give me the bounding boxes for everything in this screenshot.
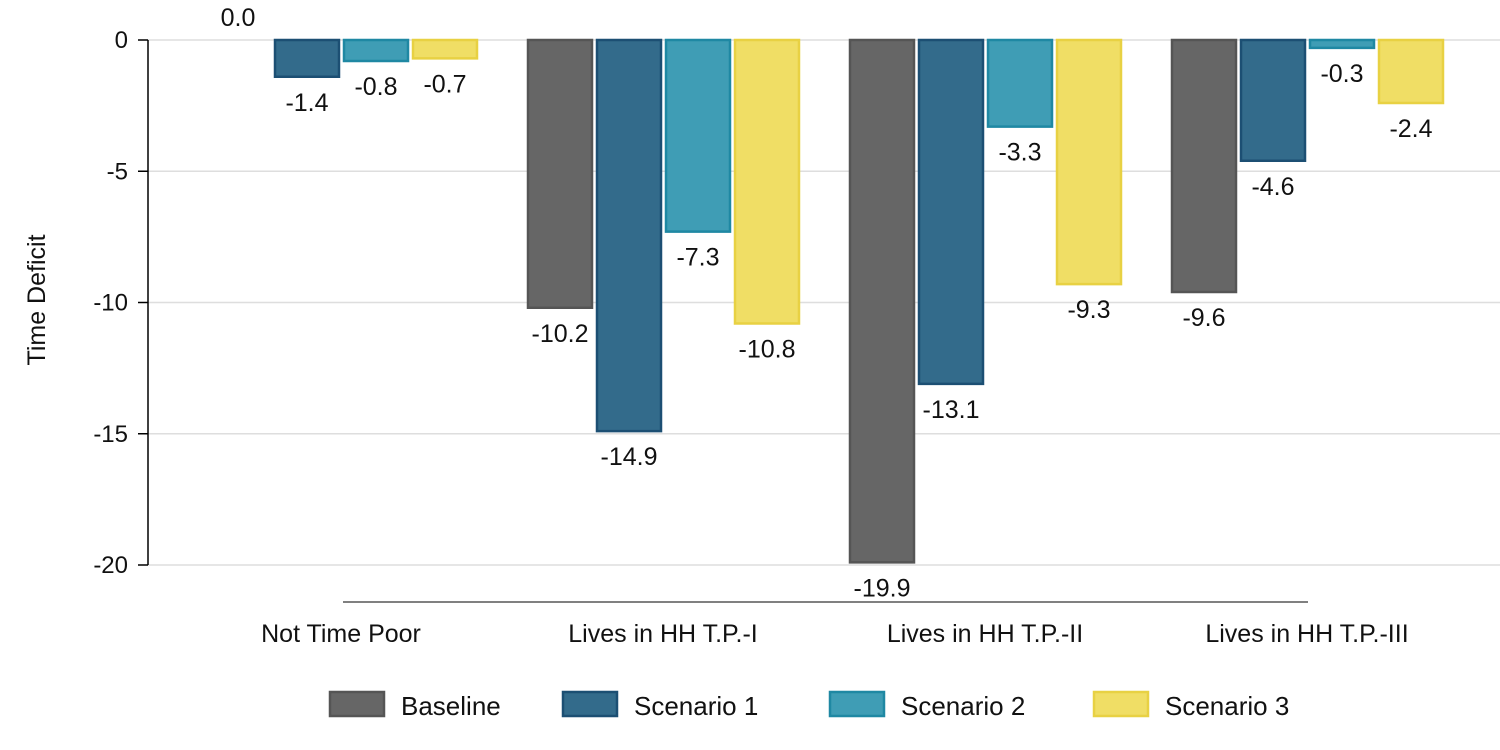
y-tick-label: -20 — [93, 552, 128, 579]
bar-scenario-1 — [595, 38, 663, 433]
bar-value-label: -9.6 — [1182, 304, 1225, 332]
bar-value-label: -0.3 — [1320, 60, 1363, 88]
legend-swatch — [561, 690, 619, 718]
legend-label: Scenario 1 — [634, 691, 758, 721]
legend: Baseline Scenario 1 Scenario 2 Scenario 3 — [328, 690, 1289, 721]
bar-scenario-3 — [411, 38, 479, 60]
bar-baseline — [526, 38, 594, 309]
category-label: Lives in HH T.P.-III — [1205, 620, 1408, 648]
bar-scenario-2 — [986, 38, 1054, 128]
bar-scenario-1 — [917, 38, 985, 386]
legend-label: Scenario 3 — [1165, 691, 1289, 721]
category-label: Lives in HH T.P.-II — [887, 620, 1083, 648]
bar-scenario-3 — [733, 38, 801, 325]
bar-value-label: -10.2 — [532, 320, 589, 348]
bar-value-label: -19.9 — [854, 574, 911, 602]
bar-value-labels: 0.0-10.2-19.9-9.6-1.4-14.9-13.1-4.6-0.8-… — [221, 4, 1433, 602]
bar-scenario-3 — [1055, 38, 1123, 286]
bar-baseline — [848, 38, 916, 564]
bar-value-label: -9.3 — [1067, 296, 1110, 324]
y-tick-label: -15 — [93, 421, 128, 448]
category-label: Not Time Poor — [261, 620, 421, 648]
category-label: Lives in HH T.P.-I — [568, 620, 757, 648]
bar-value-label: -4.6 — [1251, 173, 1294, 201]
bar-value-label: -1.4 — [285, 89, 328, 117]
y-axis-title: Time Deficit — [23, 234, 51, 365]
bar-value-label: -7.3 — [676, 244, 719, 272]
legend-label: Scenario 2 — [901, 691, 1025, 721]
bar-scenario-1 — [273, 38, 341, 78]
bar-value-label: -2.4 — [1389, 115, 1432, 143]
bar-value-label: -13.1 — [923, 396, 980, 424]
bar-value-label: -0.7 — [423, 70, 466, 98]
bar-scenario-2 — [342, 38, 410, 63]
category-labels: Not Time Poor Lives in HH T.P.-I Lives in … — [261, 601, 1409, 648]
y-axis: 0 -5 -10 -15 -20 — [93, 27, 149, 579]
legend-label: Baseline — [401, 691, 501, 721]
legend-swatch — [828, 690, 886, 718]
bar-scenario-2 — [1308, 38, 1376, 50]
y-tick-label: -10 — [93, 290, 128, 317]
bar-value-label: 0.0 — [221, 4, 256, 32]
bar-value-label: -0.8 — [354, 73, 397, 101]
bar-value-label: -3.3 — [998, 139, 1041, 167]
bar-scenario-2 — [664, 38, 732, 233]
bar-scenario-3 — [1377, 38, 1445, 105]
bar-baseline — [1170, 38, 1238, 294]
y-tick-label: -5 — [107, 158, 128, 185]
y-tick-label: 0 — [115, 27, 128, 54]
bar-scenario-1 — [1239, 38, 1307, 162]
bars — [273, 38, 1445, 564]
bar-value-label: -10.8 — [739, 336, 796, 364]
legend-swatch — [328, 690, 386, 718]
bar-value-label: -14.9 — [601, 443, 658, 471]
legend-swatch — [1092, 690, 1150, 718]
